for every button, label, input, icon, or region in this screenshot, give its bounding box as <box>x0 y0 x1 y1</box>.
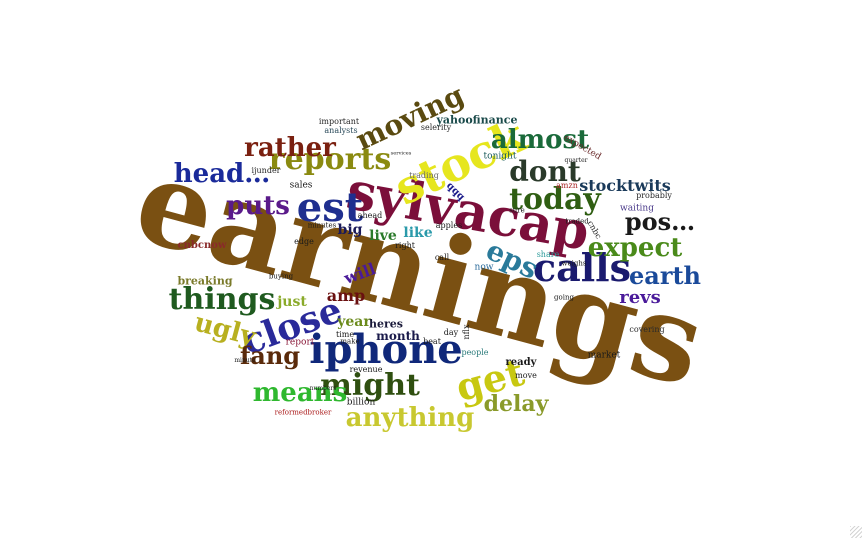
word-minute[interactable]: minute <box>234 357 256 364</box>
word-big[interactable]: big <box>337 222 363 238</box>
word-time[interactable]: time <box>335 330 355 339</box>
word-calls[interactable]: calls <box>532 245 632 290</box>
word-important[interactable]: important <box>318 117 360 126</box>
word-numbers[interactable]: numbers <box>309 385 337 392</box>
word-now[interactable]: now <box>474 262 494 273</box>
word-right[interactable]: right <box>395 241 415 250</box>
word-rather[interactable]: rather <box>244 133 336 163</box>
word-people[interactable]: people <box>461 348 489 357</box>
resize-grip-icon[interactable] <box>850 526 862 538</box>
word-revenue[interactable]: revenue <box>349 365 383 374</box>
word-just[interactable]: just <box>277 294 307 310</box>
word-anything[interactable]: anything <box>345 403 475 433</box>
word-reports[interactable]: reports <box>268 142 392 177</box>
word-ready[interactable]: ready <box>505 357 537 368</box>
word-revs[interactable]: revs <box>619 287 661 308</box>
word-year[interactable]: year <box>337 314 371 330</box>
word-buying[interactable]: buying <box>268 272 294 281</box>
word-billion[interactable]: billion <box>346 397 376 408</box>
word-minutes[interactable]: minutes <box>307 221 337 230</box>
word-report[interactable]: report <box>285 337 315 348</box>
word-services[interactable]: services <box>390 150 412 157</box>
word-puts[interactable]: puts <box>226 191 290 221</box>
word-cnbcnow[interactable]: cnbcnow <box>177 240 227 251</box>
word-tonight[interactable]: tonight <box>483 151 517 162</box>
word-covering[interactable]: covering <box>629 325 665 334</box>
word-today[interactable]: today <box>509 182 601 217</box>
word-apples[interactable]: apples <box>435 221 463 230</box>
word-going[interactable]: going <box>554 293 574 302</box>
word-traded[interactable]: traded <box>565 217 589 226</box>
word-trading[interactable]: trading <box>409 171 439 180</box>
word-fang[interactable]: fang <box>239 341 301 370</box>
word-iphone[interactable]: iphone <box>309 326 463 373</box>
word-earth[interactable]: earth <box>629 261 701 290</box>
word-selerity[interactable]: selerity <box>420 123 452 132</box>
word-ijunder[interactable]: ijunder <box>251 166 281 175</box>
word-probably[interactable]: probably <box>636 191 672 200</box>
word-yahoofinance[interactable]: yahoofinance <box>436 113 518 127</box>
word-heres[interactable]: heres <box>369 317 403 331</box>
word-means[interactable]: means <box>252 378 348 408</box>
word-reformedbroker[interactable]: reformedbroker <box>274 408 332 417</box>
word-sure[interactable]: sure <box>509 206 525 215</box>
word-stocktwits[interactable]: stocktwits <box>579 176 671 195</box>
word-nflx[interactable]: nflx <box>462 324 471 340</box>
word-sales[interactable]: sales <box>289 180 313 191</box>
word-like[interactable]: like <box>403 225 433 241</box>
word-beat[interactable]: beat <box>423 337 441 346</box>
word-live[interactable]: live <box>369 228 397 244</box>
word-amzn[interactable]: amzn <box>556 181 578 190</box>
word-day[interactable]: day <box>443 328 459 337</box>
word-month[interactable]: month <box>376 329 420 343</box>
word-pos[interactable]: pos… <box>624 207 696 236</box>
word-edge[interactable]: edge <box>294 237 314 246</box>
word-things[interactable]: things <box>168 282 276 317</box>
word-head[interactable]: head… <box>173 159 271 189</box>
word-move[interactable]: move <box>515 371 537 380</box>
word-expect[interactable]: expect <box>587 233 683 263</box>
word-share[interactable]: share <box>536 250 560 259</box>
word-waiting[interactable]: waiting <box>619 203 655 214</box>
word-dont[interactable]: dont <box>509 155 581 188</box>
word-breaking[interactable]: breaking <box>177 274 233 288</box>
word-analysts[interactable]: analysts <box>324 126 358 135</box>
word-delay[interactable]: delay <box>483 391 549 417</box>
word-amp[interactable]: amp <box>326 286 366 305</box>
word-almost[interactable]: almost <box>490 125 590 155</box>
word-ahead[interactable]: ahead <box>357 211 383 220</box>
word-might[interactable]: might <box>320 368 420 403</box>
word-est[interactable]: est <box>296 184 364 231</box>
word-call[interactable]: call <box>434 253 450 262</box>
word-market[interactable]: market <box>587 350 621 361</box>
word-weighs[interactable]: weighs <box>561 259 587 268</box>
word-make[interactable]: make <box>340 337 360 346</box>
word-quarter[interactable]: quarter <box>564 157 588 164</box>
